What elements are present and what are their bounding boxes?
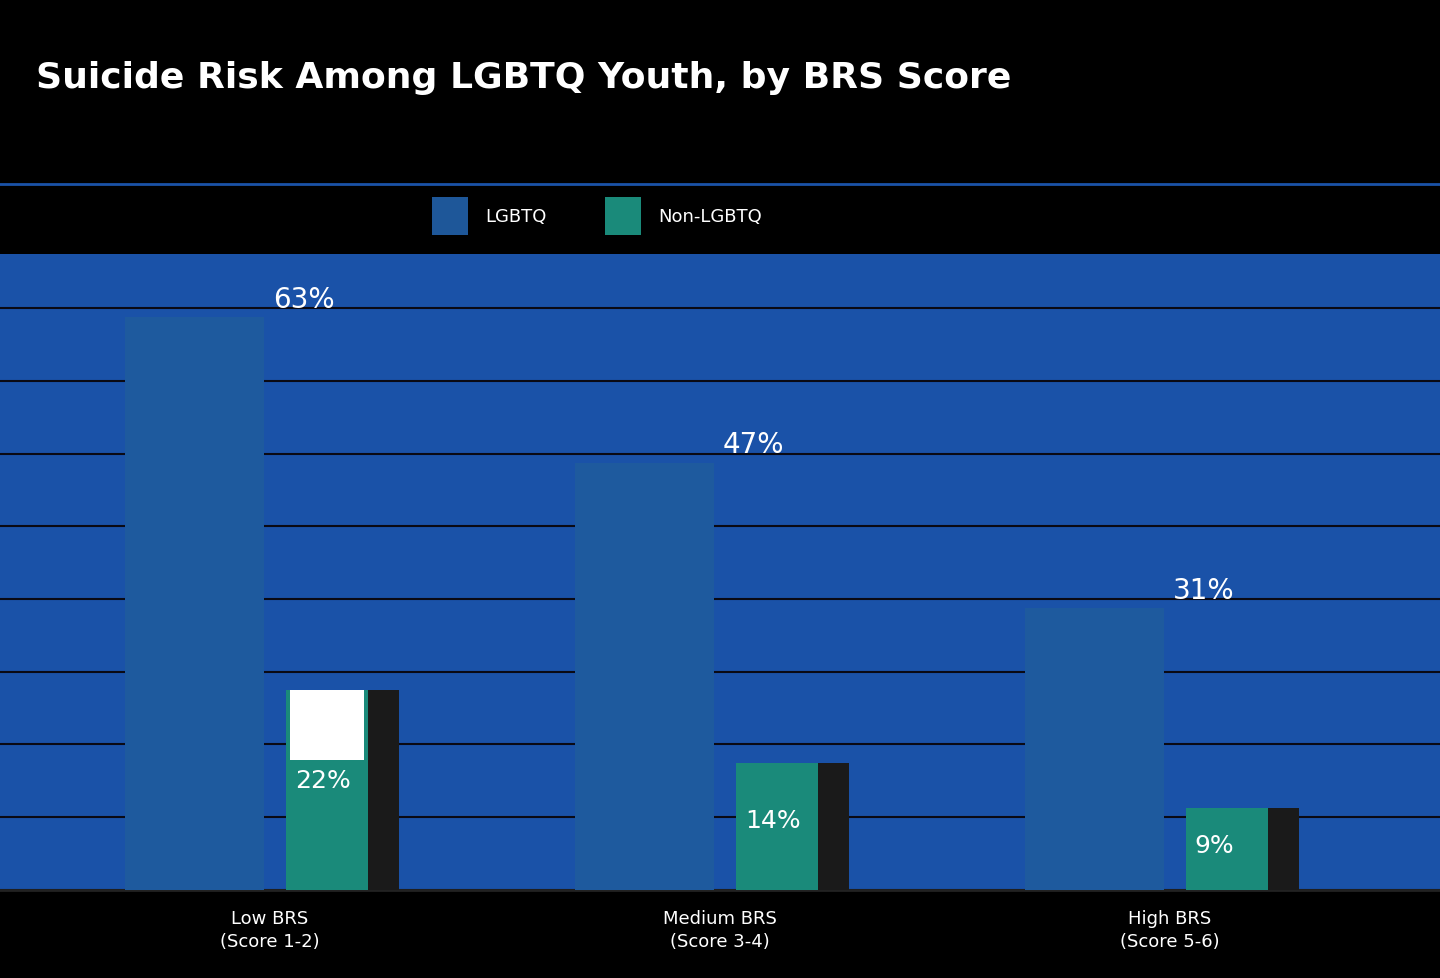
- Text: 31%: 31%: [1172, 576, 1234, 603]
- Text: 22%: 22%: [295, 768, 350, 792]
- Text: Non-LGBTQ: Non-LGBTQ: [658, 208, 762, 226]
- Bar: [1192, 808, 1299, 890]
- Text: 9%: 9%: [1195, 833, 1234, 857]
- Text: Low BRS
(Score 1-2): Low BRS (Score 1-2): [220, 909, 320, 951]
- Bar: [285, 690, 367, 890]
- Bar: [1185, 808, 1267, 890]
- Bar: [742, 763, 850, 890]
- Text: 14%: 14%: [744, 808, 801, 832]
- Text: Medium BRS
(Score 3-4): Medium BRS (Score 3-4): [662, 909, 778, 951]
- Bar: [1025, 608, 1164, 890]
- FancyBboxPatch shape: [289, 690, 363, 760]
- Bar: [736, 763, 818, 890]
- Bar: [292, 690, 399, 890]
- Text: High BRS
(Score 5-6): High BRS (Score 5-6): [1120, 909, 1220, 951]
- Bar: [575, 464, 714, 890]
- Text: 47%: 47%: [723, 430, 785, 459]
- Text: 63%: 63%: [272, 286, 334, 313]
- Bar: [432, 198, 468, 236]
- Bar: [125, 318, 264, 890]
- Text: LGBTQ: LGBTQ: [485, 208, 547, 226]
- Text: Suicide Risk Among LGBTQ Youth, by BRS Score: Suicide Risk Among LGBTQ Youth, by BRS S…: [36, 62, 1011, 95]
- Bar: [605, 198, 641, 236]
